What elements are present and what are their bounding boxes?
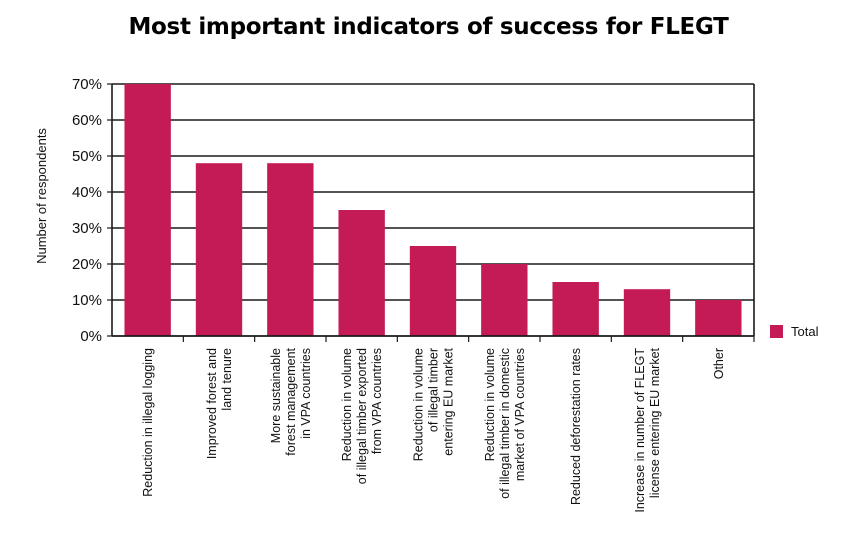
- x-tick-label: Reduction in volumeof illegal timberente…: [412, 347, 456, 461]
- bar: [481, 264, 528, 336]
- x-tick-label: Reduction in volumeof illegal timber in …: [483, 348, 527, 499]
- axes: [107, 83, 755, 342]
- x-tick-label: Reduction in volumeof illegal timber exp…: [340, 348, 384, 484]
- bar: [267, 163, 314, 336]
- bar: [623, 289, 671, 336]
- bar: [124, 84, 171, 336]
- legend-swatch: [770, 325, 783, 338]
- y-axis-label: Number of respondents: [34, 128, 49, 264]
- x-tick-label: Reduced deforestation rates: [569, 348, 583, 505]
- x-tick-label: More sustainableforest managementin VPA …: [269, 347, 313, 455]
- bars: [124, 84, 742, 336]
- y-tick-label: 40%: [72, 184, 102, 201]
- legend: Total: [770, 324, 819, 339]
- bar: [552, 282, 599, 336]
- x-tick-label: Other: [712, 348, 726, 379]
- y-tick-labels: 0% 10% 20% 30% 40% 50% 60% 70%: [72, 76, 102, 345]
- y-tick-label: 30%: [72, 220, 102, 237]
- x-tick-label: Improved forest andland tenure: [205, 348, 234, 459]
- x-tick-label: Increase in number of FLEGTlicense enter…: [633, 347, 662, 512]
- bar: [409, 246, 457, 336]
- bar: [338, 210, 385, 336]
- x-tick-label: Reduction in illegal logging: [141, 348, 155, 497]
- y-tick-label: 20%: [72, 256, 102, 273]
- y-tick-label: 70%: [72, 76, 102, 93]
- bar: [695, 300, 742, 336]
- y-tick-label: 10%: [72, 292, 102, 309]
- y-tick-label: 0%: [80, 328, 102, 345]
- y-tick-label: 50%: [72, 148, 102, 165]
- legend-label: Total: [791, 324, 819, 339]
- bar: [195, 163, 243, 336]
- chart-title: Most important indicators of success for…: [128, 14, 729, 40]
- y-tick-label: 60%: [72, 112, 102, 129]
- x-tick-labels: Reduction in illegal logging Improved for…: [141, 347, 726, 512]
